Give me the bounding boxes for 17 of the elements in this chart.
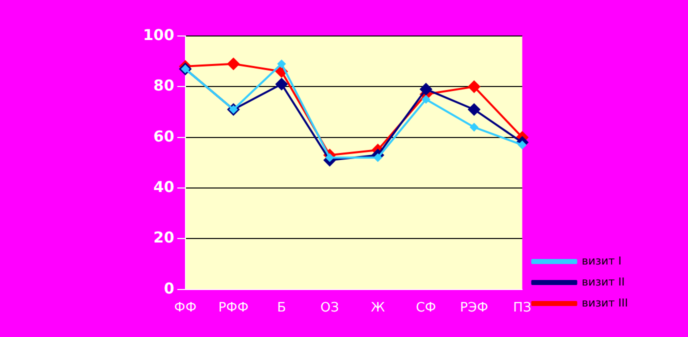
y-tick-label: 40 xyxy=(153,178,174,196)
x-tick-label: Б xyxy=(277,300,286,316)
x-tick-label: ОЗ xyxy=(320,300,339,316)
y-tick-label: 60 xyxy=(153,127,174,146)
y-tick-label: 80 xyxy=(153,76,174,95)
y-tick-label: 20 xyxy=(153,228,174,247)
x-tick-label: ФФ xyxy=(174,300,197,316)
x-tick-label: СФ xyxy=(416,300,436,316)
y-tick-label: 100 xyxy=(143,26,174,44)
legend-label: визит II xyxy=(582,275,625,288)
legend-label: визит III xyxy=(582,296,628,310)
y-tick-label: 0 xyxy=(164,279,174,298)
x-tick-label: РФФ xyxy=(218,300,249,316)
x-tick-label: Ж xyxy=(370,300,385,316)
x-tick-label: ПЗ xyxy=(513,300,532,316)
x-tick-label: РЭФ xyxy=(460,300,488,316)
legend-label: визит I xyxy=(582,254,622,268)
